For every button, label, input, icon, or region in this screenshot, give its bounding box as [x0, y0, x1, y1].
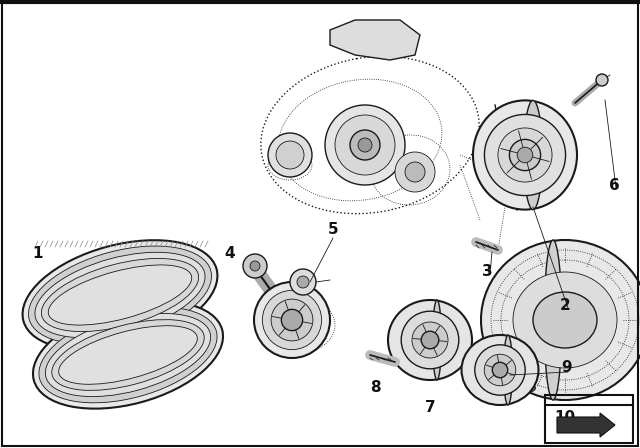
- Text: 2: 2: [559, 297, 570, 313]
- Text: 1: 1: [33, 246, 44, 260]
- Circle shape: [250, 261, 260, 271]
- Circle shape: [492, 362, 508, 378]
- Circle shape: [401, 311, 459, 369]
- Circle shape: [596, 74, 608, 86]
- Circle shape: [412, 322, 448, 358]
- Ellipse shape: [33, 302, 223, 409]
- Bar: [545, 395, 633, 443]
- Circle shape: [405, 162, 425, 182]
- Circle shape: [509, 139, 541, 171]
- Text: 5: 5: [328, 223, 339, 237]
- Ellipse shape: [481, 240, 640, 400]
- Ellipse shape: [59, 326, 197, 384]
- Circle shape: [325, 105, 405, 185]
- Circle shape: [262, 290, 322, 349]
- Circle shape: [475, 345, 525, 395]
- Ellipse shape: [29, 246, 211, 344]
- Ellipse shape: [45, 314, 211, 396]
- Polygon shape: [330, 20, 420, 60]
- Ellipse shape: [461, 335, 538, 405]
- Text: 7: 7: [425, 401, 435, 415]
- Text: 4: 4: [225, 246, 236, 260]
- Circle shape: [282, 310, 303, 331]
- Ellipse shape: [52, 319, 204, 390]
- Ellipse shape: [22, 240, 218, 350]
- Circle shape: [484, 114, 566, 196]
- Ellipse shape: [533, 292, 597, 348]
- Circle shape: [297, 276, 309, 288]
- Ellipse shape: [544, 240, 562, 400]
- Ellipse shape: [388, 300, 472, 380]
- Ellipse shape: [394, 348, 470, 364]
- Circle shape: [271, 299, 313, 341]
- Text: 10: 10: [554, 410, 575, 426]
- Circle shape: [254, 282, 330, 358]
- Circle shape: [335, 115, 395, 175]
- Circle shape: [517, 147, 532, 163]
- Ellipse shape: [524, 100, 542, 210]
- Text: 6: 6: [609, 177, 620, 193]
- Text: 9: 9: [562, 361, 572, 375]
- Circle shape: [395, 152, 435, 192]
- Polygon shape: [557, 413, 615, 437]
- Circle shape: [350, 130, 380, 160]
- Circle shape: [484, 354, 516, 386]
- Circle shape: [498, 128, 552, 182]
- Circle shape: [421, 331, 439, 349]
- Circle shape: [276, 141, 304, 169]
- Ellipse shape: [473, 100, 577, 210]
- Circle shape: [268, 133, 312, 177]
- Ellipse shape: [48, 265, 192, 325]
- Ellipse shape: [468, 380, 535, 396]
- Ellipse shape: [513, 272, 617, 368]
- Text: 8: 8: [370, 380, 380, 396]
- Circle shape: [358, 138, 372, 152]
- Ellipse shape: [42, 258, 198, 332]
- Ellipse shape: [35, 252, 205, 338]
- Text: 3: 3: [482, 263, 492, 279]
- Ellipse shape: [39, 307, 217, 403]
- Circle shape: [243, 254, 267, 278]
- Circle shape: [290, 269, 316, 295]
- Ellipse shape: [433, 300, 442, 380]
- Ellipse shape: [504, 335, 513, 405]
